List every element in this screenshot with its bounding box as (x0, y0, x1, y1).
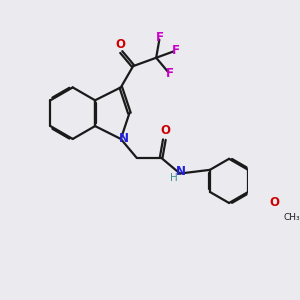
Text: N: N (176, 165, 186, 178)
Text: O: O (160, 124, 171, 137)
Text: N: N (119, 133, 129, 146)
Text: F: F (166, 67, 174, 80)
Text: O: O (269, 196, 279, 209)
Text: CH₃: CH₃ (284, 213, 300, 222)
Text: H: H (170, 173, 178, 183)
Text: O: O (115, 38, 125, 51)
Text: F: F (172, 44, 180, 57)
Text: F: F (156, 31, 164, 44)
